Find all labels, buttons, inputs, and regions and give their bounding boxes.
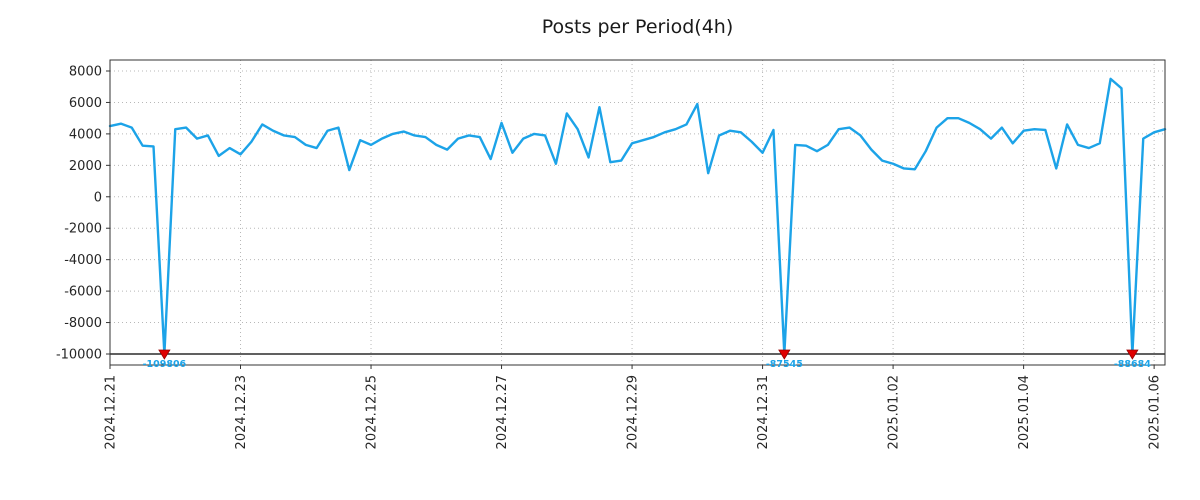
x-tick-label: 2024.12.31 <box>756 375 771 449</box>
plot-frame <box>109 59 1166 366</box>
y-tick-label: -4000 <box>64 253 102 268</box>
dip-annotation: -109806 <box>143 359 187 370</box>
x-tick-label: 2025.01.06 <box>1148 375 1163 449</box>
chart-title: Posts per Period(4h) <box>541 16 734 38</box>
x-tick-label: 2024.12.21 <box>104 375 119 449</box>
x-tick-label: 2024.12.23 <box>234 375 249 449</box>
y-tick-label: 8000 <box>69 65 102 80</box>
y-tick-label: -6000 <box>64 285 102 300</box>
series-line <box>108 77 1167 356</box>
y-tick-label: 4000 <box>69 127 102 142</box>
x-tick-label: 2024.12.29 <box>626 375 641 449</box>
y-tick-label: -2000 <box>64 222 102 237</box>
y-tick-label: -10000 <box>56 347 102 362</box>
x-tick-label: 2024.12.25 <box>365 375 380 449</box>
y-tick-label: 6000 <box>69 96 102 111</box>
dip-annotation: -87545 <box>766 359 803 370</box>
dip-annotation: -88684 <box>1114 359 1151 370</box>
dip-marker-icon <box>158 349 171 360</box>
dip-marker-icon <box>1126 349 1139 360</box>
dip-marker-icon <box>778 349 791 360</box>
x-tick-label: 2024.12.27 <box>495 375 510 449</box>
x-tick-label: 2025.01.04 <box>1017 375 1032 449</box>
y-tick-label: 0 <box>94 190 102 205</box>
y-tick-label: -8000 <box>64 316 102 331</box>
y-tick-label: 2000 <box>69 159 102 174</box>
x-tick-label: 2025.01.02 <box>887 375 902 449</box>
